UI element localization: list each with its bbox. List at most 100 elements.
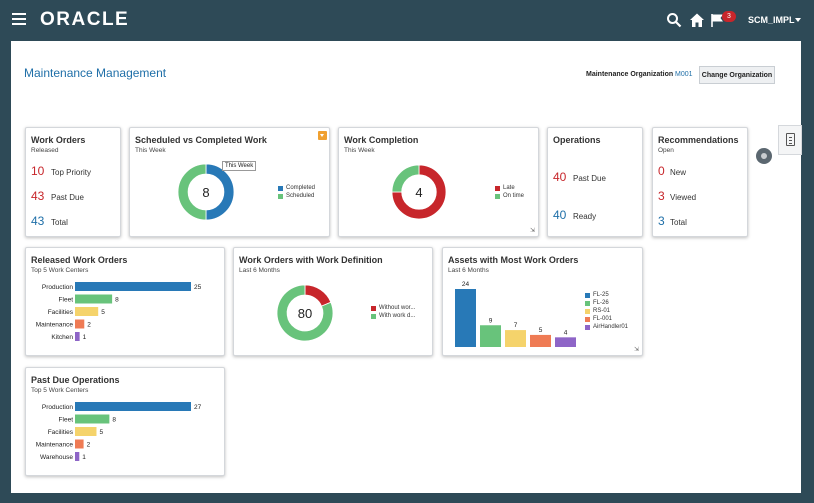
legend-item: Completed bbox=[278, 185, 315, 191]
card-work-completion[interactable]: Work Completion This Week 4 Late On time… bbox=[338, 127, 539, 237]
top-bar: ORACLE 3 SCM_IMPL bbox=[0, 0, 814, 40]
bar[interactable] bbox=[75, 332, 80, 341]
chevron-down-icon[interactable] bbox=[795, 18, 801, 22]
data-label: 9 bbox=[489, 317, 493, 324]
menu-icon[interactable] bbox=[12, 13, 26, 25]
donut-slice[interactable] bbox=[205, 163, 235, 221]
settings-icon[interactable] bbox=[756, 148, 772, 164]
card-subtitle: Top 5 Work Centers bbox=[31, 387, 89, 394]
card-work-orders[interactable]: Work Orders Released 10 Top Priority 43 … bbox=[25, 127, 121, 237]
card-released-work-orders[interactable]: Released Work Orders Top 5 Work Centers … bbox=[25, 247, 225, 356]
bar[interactable] bbox=[75, 307, 99, 316]
legend-label: AirHandler01 bbox=[593, 324, 629, 330]
search-icon[interactable] bbox=[666, 12, 682, 28]
card-recommendations[interactable]: Recommendations Open 0 New 3 Viewed 3 To… bbox=[652, 127, 748, 237]
card-work-definition[interactable]: Work Orders with Work Definition Last 6 … bbox=[233, 247, 433, 356]
donut-center-value: 80 bbox=[298, 306, 312, 321]
donut-slice[interactable] bbox=[391, 164, 420, 193]
metric-value: 0 bbox=[658, 164, 665, 178]
bar[interactable] bbox=[555, 337, 576, 347]
card-title: Recommendations bbox=[658, 135, 739, 145]
metric-value: 40 bbox=[553, 208, 567, 222]
metric-ready[interactable]: 40 Ready bbox=[553, 208, 596, 222]
metric-top-priority[interactable]: 10 Top Priority bbox=[31, 164, 91, 178]
donut-chart[interactable]: 4 bbox=[391, 160, 447, 224]
data-label: 24 bbox=[462, 281, 470, 288]
expand-icon[interactable]: ⇲ bbox=[634, 347, 640, 353]
org-value-link[interactable]: M001 bbox=[675, 71, 693, 78]
bar[interactable] bbox=[75, 414, 110, 424]
bar[interactable] bbox=[75, 294, 113, 304]
data-label: 1 bbox=[82, 454, 86, 461]
legend-label: FL-26 bbox=[593, 300, 609, 306]
bar[interactable] bbox=[480, 325, 501, 347]
metric-past-due[interactable]: 43 Past Due bbox=[31, 189, 84, 203]
donut-chart[interactable]: 8 bbox=[177, 160, 235, 224]
card-subtitle: Open bbox=[658, 147, 674, 154]
bar[interactable] bbox=[75, 319, 85, 329]
tick-label: Facilities bbox=[48, 309, 74, 316]
card-title: Released Work Orders bbox=[31, 255, 128, 265]
side-panel-tab[interactable] bbox=[778, 125, 802, 155]
bar[interactable] bbox=[505, 330, 526, 347]
notification-badge[interactable]: 3 bbox=[722, 11, 736, 22]
legend-item: Without wor... bbox=[371, 305, 415, 311]
metric-label: Ready bbox=[573, 212, 597, 221]
donut-slice[interactable] bbox=[304, 284, 332, 307]
bar[interactable] bbox=[75, 282, 191, 291]
bar[interactable] bbox=[75, 402, 191, 411]
chart-legend: FL-25 FL-26 RS-01 FL-001 AirHandler01 bbox=[585, 292, 628, 332]
legend-label: On time bbox=[503, 193, 525, 199]
bar[interactable] bbox=[75, 452, 80, 461]
metric-total[interactable]: 3 Total bbox=[658, 214, 687, 228]
bar[interactable] bbox=[75, 427, 97, 436]
flag-icon[interactable] bbox=[710, 12, 726, 28]
metric-value: 43 bbox=[31, 214, 45, 228]
donut-slice[interactable] bbox=[177, 163, 207, 221]
card-scheduled-vs-completed[interactable]: Scheduled vs Completed Work This Week 8 … bbox=[129, 127, 330, 237]
metric-label: Viewed bbox=[670, 193, 697, 202]
data-label: 5 bbox=[99, 429, 103, 436]
bar-chart[interactable]: Production 25 Fleet 8 Facilities 5 Maintenance… bbox=[26, 280, 226, 350]
data-label: 2 bbox=[87, 442, 91, 449]
tick-label: Production bbox=[42, 284, 73, 291]
metric-total[interactable]: 43 Total bbox=[31, 214, 68, 228]
bar-chart[interactable]: 24 9 7 5 4 bbox=[451, 278, 577, 350]
legend-item: AirHandler01 bbox=[585, 324, 628, 330]
donut-slice[interactable] bbox=[276, 284, 334, 342]
card-operations[interactable]: Operations 40 Past Due 40 Ready bbox=[547, 127, 643, 237]
legend-item: FL-001 bbox=[585, 316, 628, 322]
data-label: 1 bbox=[83, 334, 87, 341]
data-label: 8 bbox=[115, 297, 119, 304]
org-label: Maintenance Organization bbox=[586, 71, 674, 78]
home-icon[interactable] bbox=[689, 12, 705, 28]
legend-label: Completed bbox=[286, 185, 316, 191]
card-subtitle: Last 6 Months bbox=[448, 267, 489, 274]
bar-chart[interactable]: Production 27 Fleet 8 Facilities 5 Maintenance… bbox=[26, 400, 226, 470]
legend-item: FL-25 bbox=[585, 292, 628, 298]
document-icon bbox=[786, 133, 795, 146]
bar[interactable] bbox=[455, 289, 476, 347]
card-title: Work Orders with Work Definition bbox=[239, 255, 383, 265]
page-title: Maintenance Management bbox=[24, 66, 167, 80]
data-label: 2 bbox=[87, 322, 91, 329]
metric-value: 43 bbox=[31, 189, 45, 203]
metric-viewed[interactable]: 3 Viewed bbox=[658, 189, 696, 203]
user-menu[interactable]: SCM_IMPL bbox=[748, 15, 795, 25]
card-past-due-operations[interactable]: Past Due Operations Top 5 Work Centers P… bbox=[25, 367, 225, 476]
metric-value: 3 bbox=[658, 214, 665, 228]
card-assets-most-work-orders[interactable]: Assets with Most Work Orders Last 6 Mont… bbox=[442, 247, 643, 356]
legend-item: Scheduled bbox=[278, 193, 315, 199]
donut-chart[interactable]: 80 bbox=[276, 281, 334, 345]
bar[interactable] bbox=[75, 439, 84, 449]
metric-new[interactable]: 0 New bbox=[658, 164, 686, 178]
bar[interactable] bbox=[530, 334, 551, 347]
dropdown-icon[interactable] bbox=[318, 131, 327, 140]
change-organization-button[interactable]: Change Organization bbox=[699, 66, 775, 84]
expand-icon[interactable]: ⇲ bbox=[530, 228, 536, 234]
tick-label: Maintenance bbox=[36, 442, 74, 449]
metric-past-due[interactable]: 40 Past Due bbox=[553, 170, 606, 184]
donut-center-value: 8 bbox=[202, 185, 209, 200]
donut-slice[interactable] bbox=[391, 164, 447, 220]
data-label: 25 bbox=[194, 284, 202, 291]
